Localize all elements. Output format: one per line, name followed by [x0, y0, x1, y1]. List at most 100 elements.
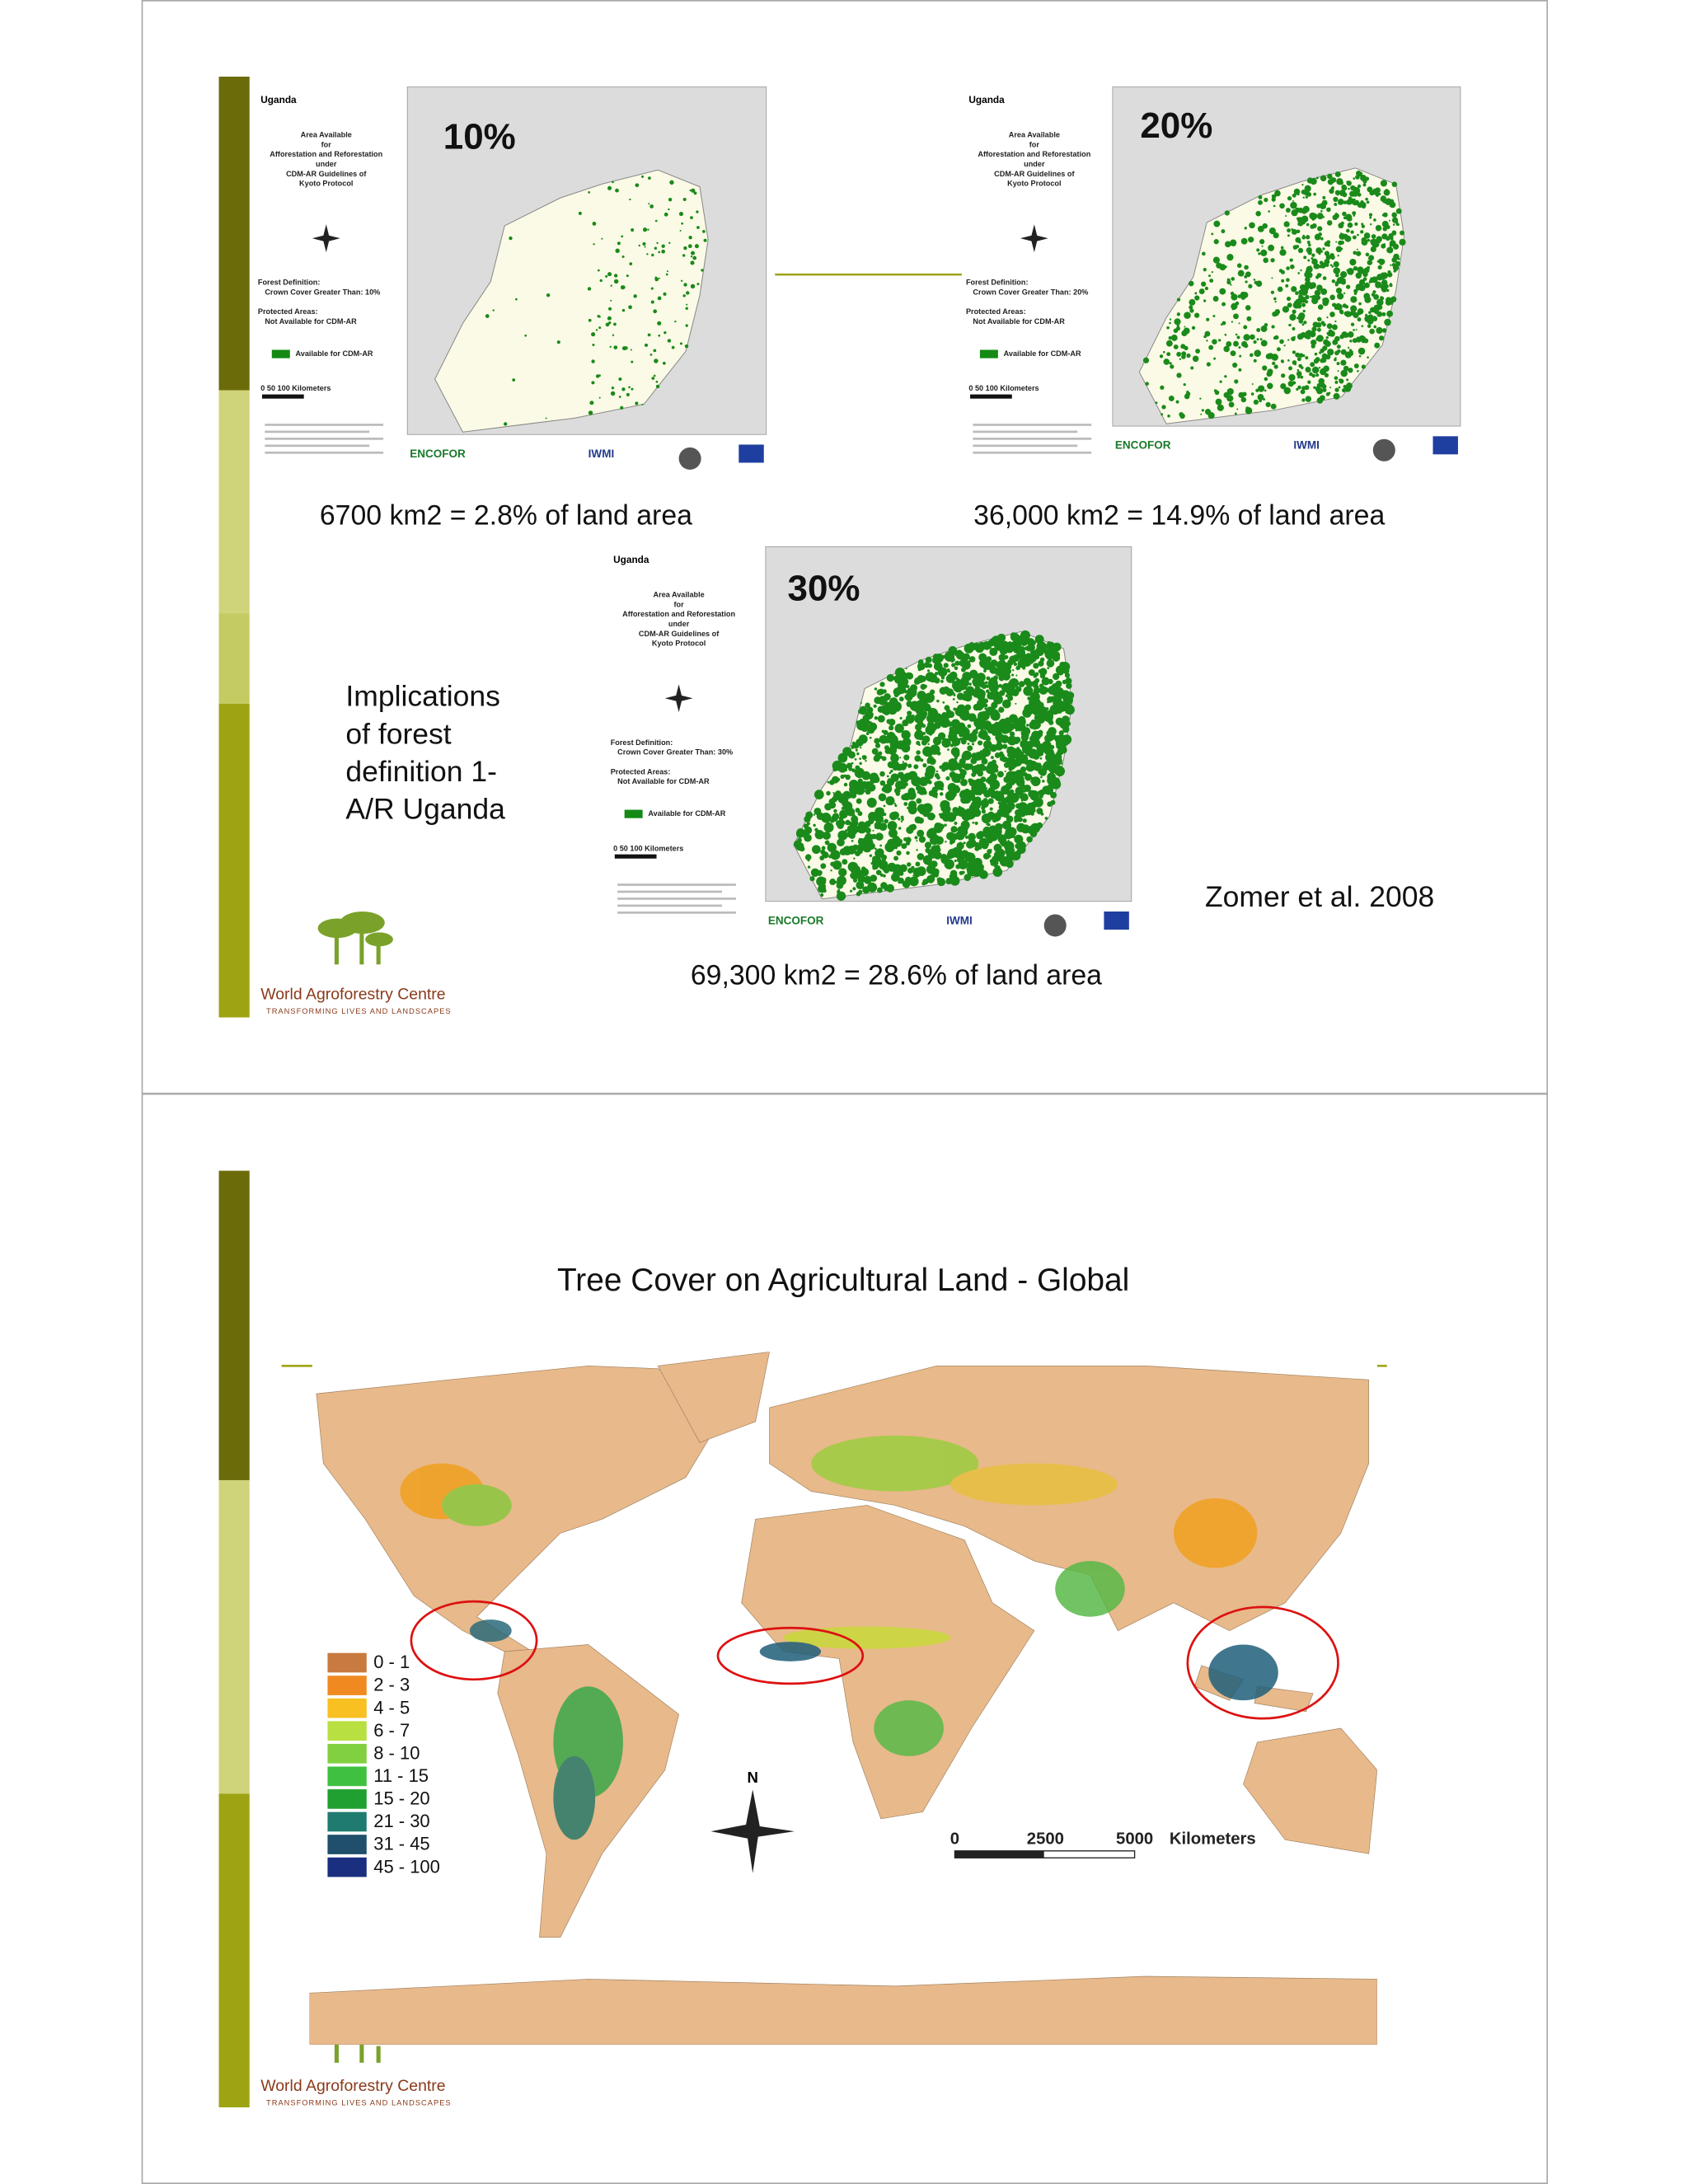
forest-patch — [1370, 239, 1373, 243]
forest-patch — [1161, 405, 1166, 410]
forest-patch — [922, 692, 926, 696]
forest-patch — [1004, 717, 1011, 724]
forest-patch — [1033, 797, 1043, 808]
forest-patch — [879, 755, 884, 759]
forest-patch — [1263, 257, 1268, 264]
forest-patch — [1285, 224, 1288, 227]
forest-patch — [944, 705, 950, 711]
forest-patch — [891, 733, 896, 739]
forest-patch — [1316, 316, 1322, 322]
forest-patch — [1365, 252, 1370, 257]
forest-patch — [978, 752, 987, 761]
forest-patch — [820, 877, 827, 883]
forest-patch — [846, 762, 853, 769]
forest-patch — [1390, 296, 1397, 302]
forest-patch — [933, 851, 942, 860]
forest-patch — [605, 322, 610, 327]
forest-patch — [940, 799, 950, 810]
forest-patch — [1195, 349, 1201, 354]
forest-patch — [927, 663, 933, 668]
forest-patch — [918, 836, 926, 843]
forest-definition: Forest Definition: — [258, 279, 321, 287]
map-heading: Kyoto Protocol — [1007, 180, 1061, 188]
forest-patch — [1320, 204, 1325, 209]
forest-patch — [881, 729, 885, 733]
forest-patch — [947, 848, 958, 859]
forest-patch — [980, 765, 987, 771]
forest-patch — [1360, 200, 1364, 204]
forest-patch — [1022, 818, 1027, 823]
forest-patch — [1300, 389, 1306, 395]
forest-patch — [804, 826, 813, 835]
forest-patch — [914, 755, 921, 762]
forest-patch — [936, 699, 940, 703]
forest-patch — [854, 821, 858, 824]
forest-patch — [1302, 196, 1305, 199]
forest-patch — [877, 715, 885, 723]
forest-patch — [942, 701, 945, 704]
forest-patch — [654, 359, 659, 363]
forest-patch — [928, 673, 938, 683]
forest-patch — [611, 386, 615, 390]
forest-patch — [893, 838, 903, 847]
forest-patch — [1245, 305, 1251, 311]
forest-patch — [875, 848, 884, 857]
forest-patch — [892, 754, 897, 759]
forest-patch — [827, 842, 837, 853]
forest-patch — [1231, 293, 1238, 301]
forest-patch — [1268, 210, 1270, 213]
forest-patch — [958, 767, 962, 771]
partner-logo: IWMI — [1293, 439, 1320, 452]
forest-patch — [994, 793, 998, 797]
forest-patch — [1343, 292, 1346, 295]
forest-patch — [588, 318, 592, 322]
forest-patch — [1297, 272, 1300, 274]
forest-patch — [1286, 278, 1290, 283]
forest-patch — [1342, 278, 1346, 282]
forest-patch — [1326, 316, 1329, 319]
forest-patch — [874, 824, 878, 827]
forest-patch — [1213, 357, 1217, 360]
protected: Not Available for CDM-AR — [265, 317, 357, 326]
forest-patch — [618, 377, 622, 382]
forest-patch — [1334, 376, 1339, 381]
forest-patch — [1001, 699, 1011, 709]
forest-patch — [851, 839, 854, 842]
forest-patch — [902, 740, 906, 744]
forest-patch — [813, 813, 815, 816]
forest-patch — [1366, 200, 1370, 204]
forest-patch — [822, 832, 825, 835]
forest-patch — [985, 736, 992, 742]
forest-patch — [1319, 260, 1324, 265]
forest-patch — [1311, 294, 1317, 301]
forest-patch — [1357, 347, 1366, 355]
forest-patch — [1363, 232, 1371, 239]
forest-patch — [924, 841, 932, 849]
forest-patch — [1322, 195, 1326, 199]
forest-patch — [1199, 397, 1202, 400]
forest-patch — [665, 273, 668, 276]
forest-patch — [1048, 752, 1056, 758]
forest-patch — [655, 384, 660, 389]
forest-patch — [995, 668, 1001, 673]
forest-patch — [1237, 294, 1242, 298]
forest-patch — [626, 392, 630, 396]
forest-patch — [890, 769, 893, 773]
forest-patch — [908, 876, 919, 887]
legend-swatch — [327, 1652, 367, 1673]
forest-patch — [1026, 830, 1029, 832]
forest-patch — [902, 879, 911, 888]
map-heading: Area Available — [301, 130, 352, 138]
forest-patch — [1273, 335, 1278, 340]
forest-patch — [612, 180, 614, 184]
forest-patch — [1043, 687, 1048, 692]
forest-patch — [1391, 263, 1396, 267]
map-heading: Afforestation and Reforestation — [622, 610, 735, 618]
forest-patch — [855, 765, 860, 771]
forest-patch — [1245, 280, 1248, 284]
legend-label: 11 - 15 — [373, 1765, 429, 1786]
forest-patch — [1062, 715, 1070, 724]
forest-patch — [901, 729, 911, 740]
forest-patch — [1226, 279, 1231, 285]
forest-patch — [1344, 385, 1352, 392]
